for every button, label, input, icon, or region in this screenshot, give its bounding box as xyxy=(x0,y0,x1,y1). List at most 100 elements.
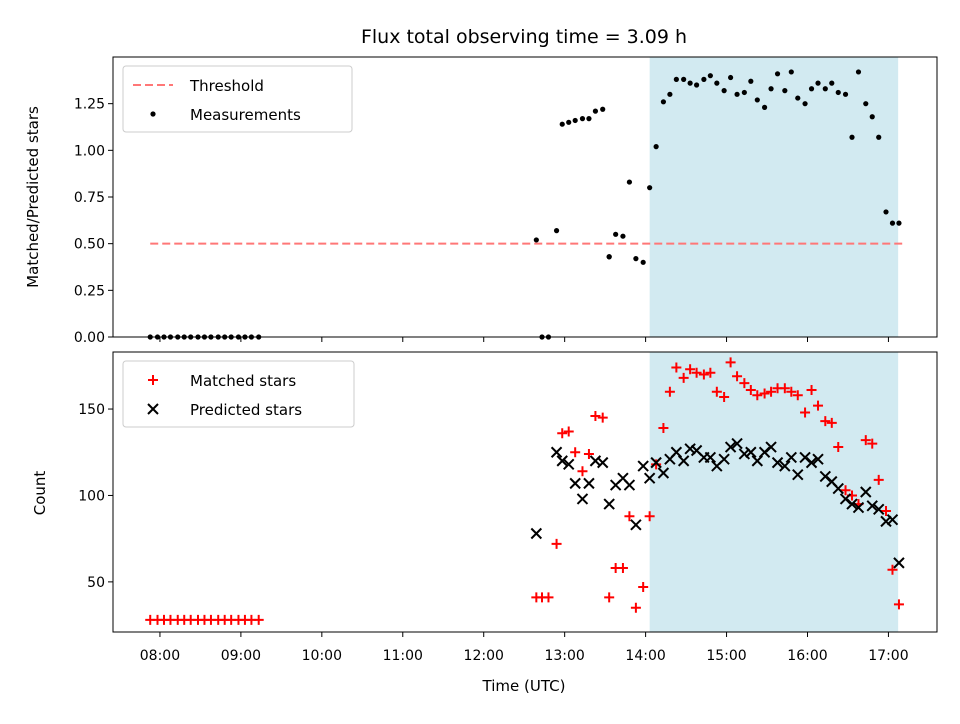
measurement-point xyxy=(566,119,572,125)
bottom-legend: Matched stars Predicted stars xyxy=(122,360,355,428)
predicted-star-point xyxy=(860,486,872,498)
legend-label: Threshold xyxy=(189,77,264,95)
measurement-point xyxy=(647,185,653,191)
predicted-star-point xyxy=(630,519,642,531)
measurement-point xyxy=(714,80,720,86)
top-panel: 0.00 0.25 0.50 0.75 1.00 1.25 Threshold Measure… xyxy=(74,56,938,346)
measurement-point xyxy=(822,86,828,92)
measurement-point xyxy=(693,82,700,88)
predicted-star-point xyxy=(576,493,589,505)
measurement-point xyxy=(748,78,754,84)
matched-star-point xyxy=(543,592,554,603)
predicted-star-point xyxy=(771,456,784,469)
measurement-point xyxy=(876,134,882,140)
legend-matched-swatch xyxy=(148,375,158,385)
x-tick-label: 15:00 xyxy=(706,648,746,664)
predicted-star-point xyxy=(657,467,670,479)
measurement-point xyxy=(667,91,673,97)
measurement-point xyxy=(802,101,808,107)
measurement-point xyxy=(754,97,760,103)
matched-star-point xyxy=(691,367,702,378)
matched-star-point xyxy=(860,435,871,446)
x-tick-label: 12:00 xyxy=(464,648,504,664)
matched-star-point xyxy=(800,407,811,418)
measurement-point xyxy=(782,88,788,94)
matched-star-point xyxy=(732,371,743,382)
matched-star-point xyxy=(719,391,730,402)
bottom-y-tick-label: 100 xyxy=(78,488,105,504)
measurement-point xyxy=(613,231,619,237)
top-y-tick-label: 0.25 xyxy=(74,283,105,299)
predicted-star-point xyxy=(852,501,865,514)
matched-star-point xyxy=(893,599,904,610)
measurement-point xyxy=(533,237,539,243)
matched-star-point xyxy=(253,614,264,625)
predicted-star-point xyxy=(832,482,844,495)
matched-star-point xyxy=(651,459,662,470)
measurement-point xyxy=(687,80,693,86)
measurement-point xyxy=(855,69,862,75)
predicted-star-point xyxy=(530,527,543,540)
bottom-y-axis-label: Count xyxy=(31,471,49,516)
predicted-star-point xyxy=(745,446,757,458)
measurement-point xyxy=(808,86,815,92)
predicted-star-point xyxy=(677,455,690,467)
predicted-star-point xyxy=(589,455,602,467)
bottom-axes-frame xyxy=(112,351,938,633)
x-axis-label: Time (UTC) xyxy=(482,677,566,695)
matched-star-point xyxy=(577,466,588,477)
legend-label: Measurements xyxy=(190,106,301,124)
matched-star-point xyxy=(590,410,601,421)
predicted-star-point xyxy=(731,437,743,450)
matched-star-point xyxy=(678,372,689,383)
measurement-point xyxy=(559,121,565,127)
measurement-point xyxy=(734,91,740,97)
matched-star-point xyxy=(597,412,608,423)
matched-star-point xyxy=(570,447,581,458)
predicted-star-point xyxy=(724,441,737,453)
measurement-point xyxy=(606,254,612,260)
top-y-axis-label: Matched/Predicted stars xyxy=(24,106,42,288)
predicted-star-point xyxy=(718,453,730,465)
predicted-star-point xyxy=(623,479,636,491)
measurement-point xyxy=(842,91,849,97)
measurement-point xyxy=(741,89,747,96)
predicted-star-point xyxy=(880,515,892,528)
measurement-point xyxy=(761,104,768,110)
measurement-point xyxy=(626,179,633,185)
matched-star-point xyxy=(867,438,878,449)
measurement-point xyxy=(768,86,774,92)
top-y-tick-label: 0.50 xyxy=(74,237,105,253)
legend-label: Predicted stars xyxy=(190,401,302,419)
top-y-tick-label: 1.25 xyxy=(74,97,105,113)
predicted-star-point xyxy=(569,477,581,490)
x-tick-label: 17:00 xyxy=(868,648,908,664)
matched-star-point xyxy=(644,511,655,522)
matched-star-point xyxy=(557,428,568,439)
matched-star-point xyxy=(752,390,763,401)
predicted-star-point xyxy=(785,451,798,464)
measurement-point xyxy=(849,134,855,140)
x-tick-label: 11:00 xyxy=(383,648,423,664)
measurement-point xyxy=(863,101,869,107)
predicted-star-point xyxy=(886,513,899,526)
predicted-star-point xyxy=(556,455,568,467)
matched-star-point xyxy=(766,386,777,397)
measurement-point xyxy=(829,80,835,86)
matched-star-point xyxy=(711,386,722,397)
matched-star-point xyxy=(739,378,750,389)
top-legend-box xyxy=(122,65,353,133)
matched-star-point xyxy=(833,442,844,453)
matched-star-point xyxy=(840,485,851,496)
x-tick-label: 08:00 xyxy=(140,648,180,664)
legend-measurement-swatch xyxy=(150,111,156,117)
measurement-point xyxy=(788,69,794,75)
legend-label: Matched stars xyxy=(190,372,296,390)
x-tick-label: 13:00 xyxy=(544,648,584,664)
measurement-point xyxy=(673,76,679,82)
predicted-star-point xyxy=(846,498,858,510)
x-tick-label: 16:00 xyxy=(787,648,827,664)
measurement-point xyxy=(586,116,592,122)
predicted-star-point xyxy=(805,456,818,469)
